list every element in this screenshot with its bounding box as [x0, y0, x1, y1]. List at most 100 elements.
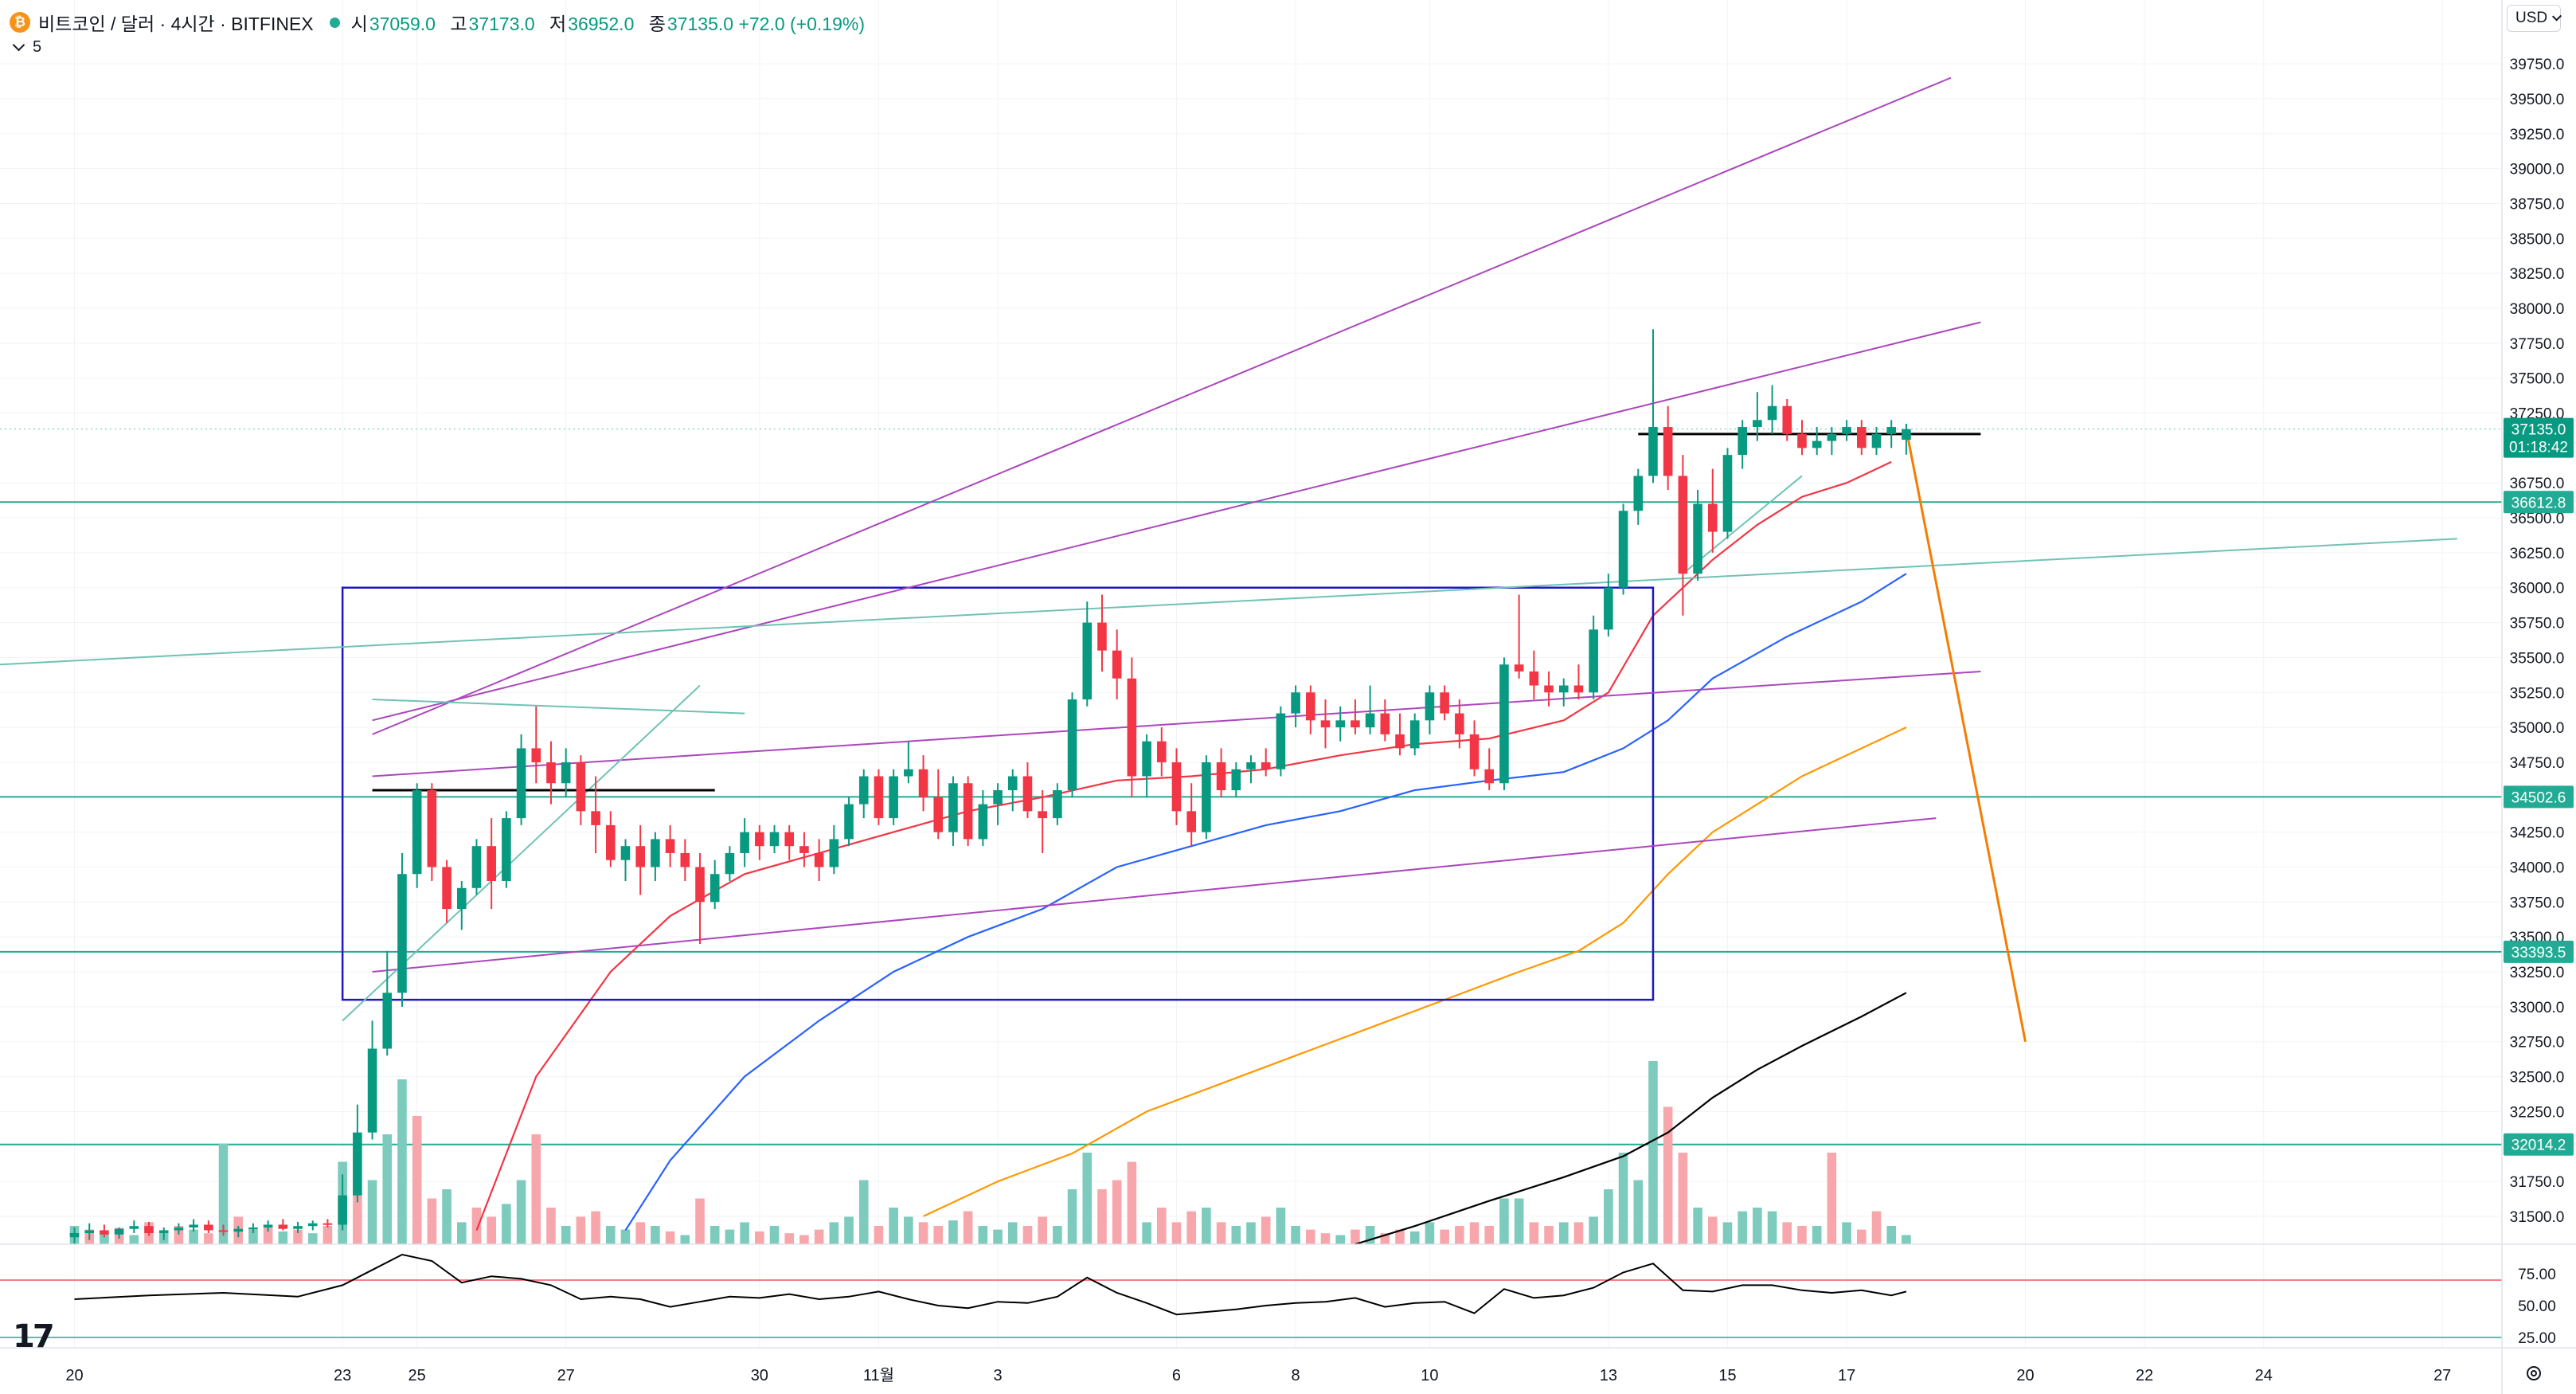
- price-badge-label: 37135.0: [2512, 422, 2566, 439]
- candle-body: [1469, 734, 1480, 769]
- volume-bar: [665, 1231, 675, 1244]
- candle-body: [471, 846, 482, 888]
- rsi-tick-label: 50.00: [2518, 1298, 2556, 1315]
- trendline[interactable]: [1905, 429, 2027, 1042]
- time-tick-label: 13: [1600, 1367, 1617, 1384]
- time-tick-label: 25: [408, 1367, 426, 1384]
- volume-bar: [1558, 1222, 1569, 1244]
- candle-body: [1767, 405, 1777, 421]
- candle-body: [1112, 650, 1122, 679]
- moving-averages: [475, 460, 1907, 1246]
- time-tick-label: 11월: [863, 1366, 894, 1384]
- currency-label: USD: [2515, 10, 2548, 26]
- price-tick-label: 31750.0: [2510, 1174, 2565, 1191]
- trendline[interactable]: [0, 538, 2457, 666]
- chart-header: ₿ 비트코인 / 달러 · 4시간 · BITFINEX 시37059.0 고3…: [10, 6, 874, 38]
- candle-body: [1261, 762, 1271, 769]
- volume-bar: [1380, 1233, 1390, 1244]
- candle-body: [635, 846, 646, 867]
- candle-body: [1440, 692, 1449, 714]
- candle-body: [1335, 720, 1346, 728]
- price-badge[interactable]: [2504, 785, 2574, 809]
- indicator-toggle[interactable]: 5: [11, 35, 41, 59]
- volume-bar: [978, 1226, 988, 1244]
- candle-body: [427, 790, 437, 867]
- tradingview-logo-icon[interactable]: 17: [13, 1318, 55, 1355]
- candle-body: [397, 874, 407, 993]
- range-rectangle[interactable]: [341, 586, 1655, 1001]
- price-tick-label: 38000.0: [2510, 301, 2565, 318]
- candle-body: [307, 1223, 318, 1227]
- volume-bar: [576, 1216, 586, 1244]
- candle-body: [84, 1230, 95, 1233]
- volume-bar: [307, 1233, 318, 1244]
- open-value: 37059.0: [369, 14, 436, 34]
- price-badge[interactable]: [2504, 417, 2574, 458]
- trendline[interactable]: [372, 321, 1981, 722]
- price-tick-label: 39500.0: [2510, 92, 2565, 108]
- volume-bar: [1022, 1226, 1033, 1244]
- trendline[interactable]: [1682, 475, 1803, 574]
- candle-body: [1544, 685, 1554, 693]
- trendline[interactable]: [372, 76, 1952, 735]
- volume-bar: [1871, 1211, 1882, 1244]
- volume-bar: [844, 1216, 854, 1244]
- candle-body: [1782, 405, 1792, 434]
- volume-bar: [1007, 1222, 1018, 1244]
- volume-bar: [502, 1204, 511, 1244]
- volume-bar: [561, 1226, 571, 1244]
- volume-bar: [1663, 1106, 1673, 1244]
- candle-body: [1589, 629, 1598, 693]
- volume-bar: [1842, 1222, 1851, 1244]
- candle-body: [456, 887, 467, 910]
- ohlc-readout: 시37059.0 고37173.0 저36952.0 종37135.0 +72.…: [351, 9, 874, 36]
- volume-bar: [204, 1233, 213, 1244]
- range-box[interactable]: [341, 586, 1655, 1001]
- volume-bar: [1320, 1233, 1331, 1244]
- candle-body: [218, 1230, 229, 1232]
- candle-body: [1380, 713, 1390, 734]
- time-tick-label: 17: [1838, 1367, 1855, 1384]
- moving-average-line: [923, 726, 1907, 1217]
- horizontal-levels[interactable]: [0, 429, 2502, 1145]
- candle-body: [993, 790, 1003, 805]
- volume-bar: [1604, 1189, 1613, 1244]
- volume-bar: [1484, 1226, 1495, 1244]
- candle-body: [1707, 503, 1718, 532]
- price-badge[interactable]: [2504, 940, 2574, 963]
- candle-body: [948, 783, 958, 832]
- price-badge[interactable]: [2504, 491, 2574, 514]
- price-badge[interactable]: [2504, 1133, 2574, 1156]
- market-status-icon: [329, 17, 340, 28]
- candle-body: [353, 1132, 362, 1196]
- volume-bar: [1335, 1235, 1346, 1244]
- currency-button[interactable]: USD: [2507, 5, 2562, 32]
- candle-body: [531, 748, 541, 762]
- volume-bar: [1455, 1226, 1464, 1244]
- candle-body: [204, 1224, 213, 1231]
- volume-bar: [740, 1222, 749, 1244]
- time-tick-label: 27: [557, 1367, 575, 1384]
- time-tick-label: 20: [2016, 1367, 2034, 1384]
- volume-bar: [829, 1222, 839, 1244]
- candle-body: [651, 839, 660, 867]
- trendlines[interactable]: [0, 76, 2457, 1042]
- volume-bar: [814, 1229, 824, 1244]
- price-tick-label: 37750.0: [2510, 336, 2565, 353]
- symbol-title[interactable]: 비트코인 / 달러 · 4시간 · BITFINEX: [38, 14, 314, 34]
- settings-icon[interactable]: [2524, 1364, 2543, 1383]
- volume-bar: [456, 1222, 467, 1244]
- volume-bar: [1395, 1229, 1405, 1244]
- volume-bar: [1261, 1216, 1271, 1244]
- trendline[interactable]: [372, 817, 1937, 973]
- volume-bar: [605, 1226, 616, 1244]
- grid: [0, 0, 2502, 1348]
- trendline[interactable]: [372, 670, 1981, 777]
- trendline[interactable]: [372, 699, 745, 715]
- candle-body: [1886, 427, 1896, 434]
- volume-bar: [546, 1208, 556, 1244]
- candle-body: [1514, 664, 1524, 672]
- candle-body: [1007, 776, 1018, 791]
